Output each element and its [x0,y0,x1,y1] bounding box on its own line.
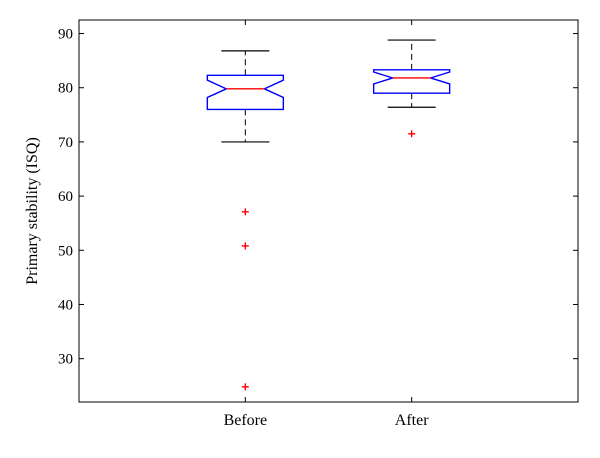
y-tick-label: 50 [58,243,73,259]
x-tick-label: Before [224,412,268,429]
box-body [372,69,451,94]
y-tick-label: 40 [58,297,73,313]
box-before [206,50,285,391]
x-tick-label: After [395,412,429,429]
y-axis-label: Primary stability (ISQ) [24,137,41,285]
outlier-marker [408,130,416,138]
plot-area [78,19,579,403]
x-axis: Before After [224,20,429,429]
outlier-marker [241,208,249,216]
y-axis: 30 40 50 60 70 80 90 [58,27,578,368]
outlier-marker [241,242,249,250]
y-tick-label: 80 [58,81,73,97]
outlier-marker [241,383,249,391]
boxes [206,39,451,391]
box-after [372,39,451,138]
y-tick-label: 70 [58,135,73,151]
box-body [206,74,285,111]
y-tick-label: 30 [58,352,73,368]
y-tick-label: 60 [58,189,73,205]
y-tick-label: 90 [58,27,73,43]
